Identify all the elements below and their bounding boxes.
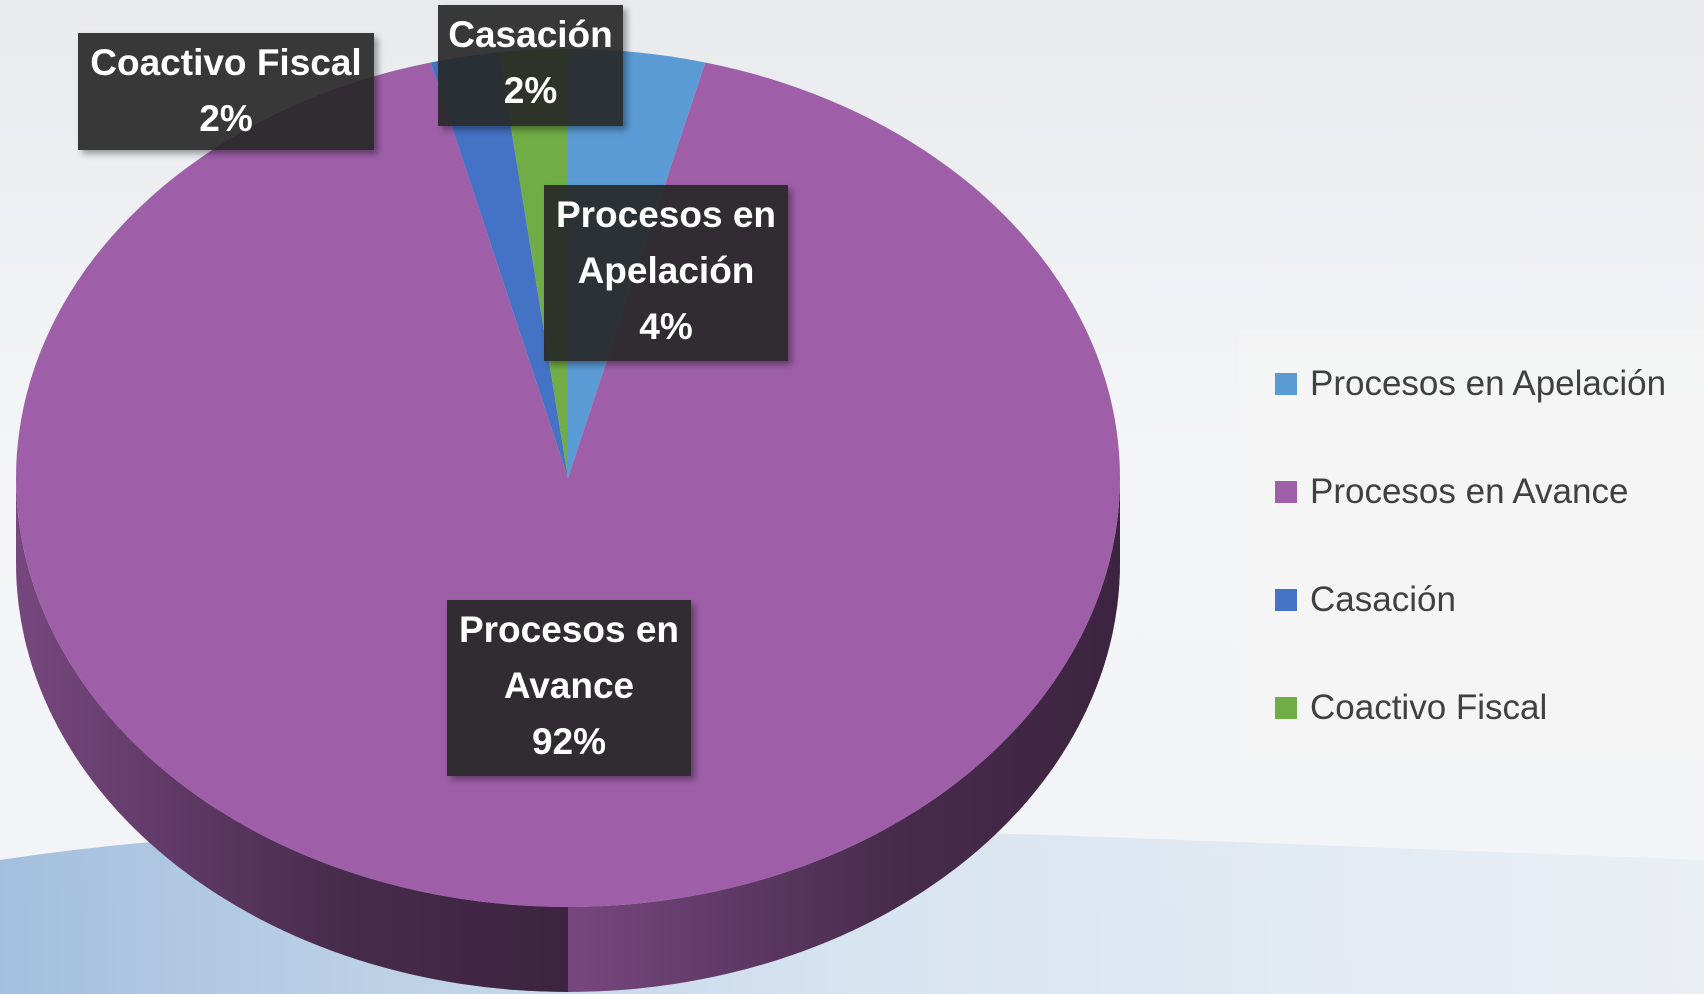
legend-label: Coactivo Fiscal xyxy=(1310,688,1548,727)
data-label-category: Casación xyxy=(448,14,613,55)
legend-item: Procesos en Avance xyxy=(1275,472,1628,512)
slice xyxy=(15,62,1120,907)
data-label: Coactivo Fiscal 2% xyxy=(78,33,374,150)
slice-side-shade xyxy=(568,478,1120,992)
data-label: Casación 2% xyxy=(438,5,623,126)
data-label-category: Procesos en Avance xyxy=(458,609,680,706)
legend-swatch xyxy=(1275,589,1297,611)
data-label-value: 92% xyxy=(531,721,607,762)
data-label-value: 2% xyxy=(199,98,253,139)
legend: Procesos en Apelación Procesos en Avance C… xyxy=(1239,331,1704,761)
data-label-value: 4% xyxy=(639,306,693,347)
data-label: Procesos en Apelación 4% xyxy=(544,185,788,361)
data-label: Procesos en Avance 92% xyxy=(447,600,691,776)
data-label-category: Coactivo Fiscal xyxy=(90,42,362,83)
legend-label: Casación xyxy=(1310,580,1456,619)
legend-label: Procesos en Avance xyxy=(1310,472,1629,511)
legend-item: Coactivo Fiscal xyxy=(1275,688,1547,728)
legend-item: Procesos en Apelación xyxy=(1275,364,1666,404)
slice xyxy=(430,52,568,479)
legend-item: Casación xyxy=(1275,580,1456,620)
data-label-category: Procesos en Apelación xyxy=(555,194,777,291)
legend-label: Procesos en Apelación xyxy=(1310,364,1667,403)
legend-swatch xyxy=(1275,373,1297,395)
legend-swatch xyxy=(1275,481,1297,503)
slice xyxy=(498,49,568,478)
legend-swatch xyxy=(1275,697,1297,719)
slice-side-shade xyxy=(16,478,568,992)
data-label-value: 2% xyxy=(503,70,558,111)
